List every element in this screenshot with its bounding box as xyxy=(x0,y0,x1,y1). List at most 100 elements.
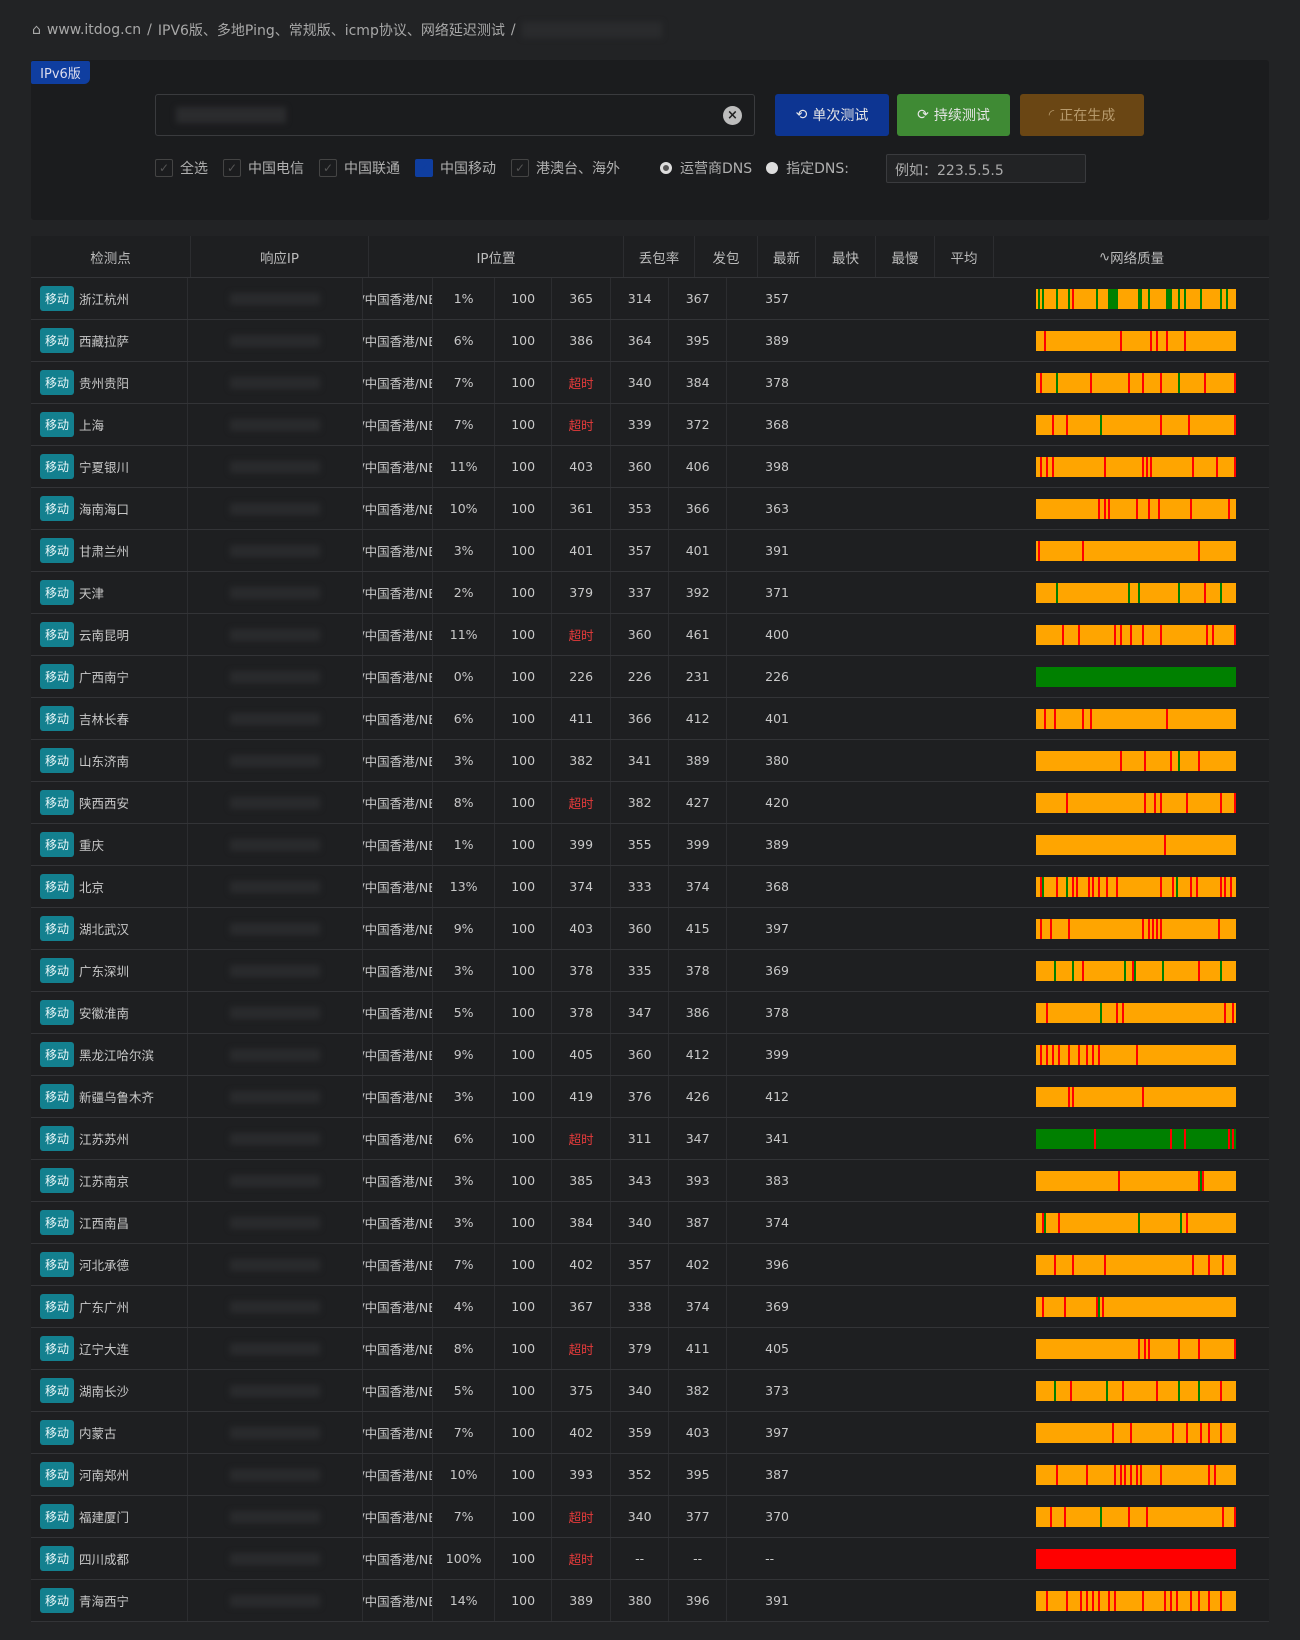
packet-mark xyxy=(1202,960,1205,981)
checkbox-unicom[interactable]: ✓ 中国联通 xyxy=(319,158,400,178)
packet-mark xyxy=(1218,1128,1221,1149)
packet-mark xyxy=(1194,750,1197,771)
custom-dns-input[interactable]: 例如：223.5.5.5 xyxy=(886,154,1086,183)
packet-mark xyxy=(1222,540,1225,561)
packet-mark xyxy=(1152,1296,1155,1317)
refresh-icon: ⟳ xyxy=(917,107,929,123)
packet-mark xyxy=(1098,1548,1101,1569)
packet-mark xyxy=(1234,1128,1237,1149)
single-test-button[interactable]: ⟲ 单次测试 xyxy=(775,94,889,136)
packet-mark xyxy=(1138,1422,1141,1443)
packet-mark xyxy=(1168,1212,1171,1233)
fastest-cell: 337 xyxy=(611,572,670,613)
header-quality[interactable]: ∿ 网络质量 xyxy=(994,236,1269,277)
checkbox-icon[interactable]: ✓ xyxy=(511,159,529,177)
packet-mark xyxy=(1080,792,1083,813)
packet-mark xyxy=(1116,708,1119,729)
packet-mark xyxy=(1222,876,1225,897)
header-sent[interactable]: 发包 xyxy=(695,236,758,277)
packet-mark xyxy=(1054,330,1057,351)
packet-mark xyxy=(1064,1128,1067,1149)
packet-mark xyxy=(1080,1170,1083,1191)
header-latest[interactable]: 最新 xyxy=(758,236,816,277)
slowest-cell: 384 xyxy=(669,362,728,403)
packet-mark xyxy=(1222,1086,1225,1107)
packet-mark xyxy=(1040,1044,1043,1065)
continuous-test-button[interactable]: ⟳ 持续测试 xyxy=(897,94,1010,136)
sent-cell: 100 xyxy=(495,1328,553,1369)
packet-mark xyxy=(1074,1506,1077,1527)
packet-mark xyxy=(1186,1422,1189,1443)
packet-mark xyxy=(1162,876,1165,897)
checkbox-icon[interactable]: ✓ xyxy=(319,159,337,177)
target-input[interactable]: × xyxy=(155,94,755,136)
packet-mark xyxy=(1234,1506,1237,1527)
header-response-ip[interactable]: 响应IP xyxy=(191,236,369,277)
header-slowest[interactable]: 最慢 xyxy=(876,236,935,277)
checkbox-icon[interactable]: ✓ xyxy=(415,159,433,177)
checkbox-overseas[interactable]: ✓ 港澳台、海外 xyxy=(511,158,620,178)
radio-icon[interactable] xyxy=(660,162,672,174)
checkbox-select-all[interactable]: ✓ 全选 xyxy=(155,158,208,178)
packet-mark xyxy=(1168,1548,1171,1569)
header-probe[interactable]: 检测点 xyxy=(31,236,191,277)
radio-icon[interactable] xyxy=(766,162,779,174)
header-average[interactable]: 平均 xyxy=(935,236,994,277)
latest-cell: 382 xyxy=(552,740,612,781)
packet-mark xyxy=(1114,414,1117,435)
close-circle-icon[interactable]: × xyxy=(723,106,742,125)
packet-mark xyxy=(1138,1044,1141,1065)
generating-button[interactable]: ◜ 正在生成 xyxy=(1020,94,1144,136)
sent-cell: 100 xyxy=(495,740,553,781)
packet-mark xyxy=(1130,1254,1133,1275)
packet-mark xyxy=(1132,918,1135,939)
checkbox-mobile[interactable]: ✓ 中国移动 xyxy=(415,158,496,178)
packet-mark xyxy=(1178,834,1181,855)
breadcrumb-page-link[interactable]: IPV6版、多地Ping、常规版、icmp协议、网络延迟测试 xyxy=(157,23,505,39)
header-fastest[interactable]: 最快 xyxy=(816,236,876,277)
packet-mark xyxy=(1112,708,1115,729)
packet-mark xyxy=(1182,288,1185,309)
packet-mark xyxy=(1128,1548,1131,1569)
response-ip-cell xyxy=(188,572,364,613)
ip-location-cell: 中国/中国香港/中国香港/NEAROUTE LI... xyxy=(363,362,434,403)
packet-mark xyxy=(1102,1128,1105,1149)
packet-mark xyxy=(1190,1464,1193,1485)
radio-custom-dns[interactable]: 指定DNS: xyxy=(766,158,849,178)
packet-mark xyxy=(1090,1422,1093,1443)
packet-mark xyxy=(1148,456,1151,477)
packet-mark xyxy=(1220,750,1223,771)
packet-mark xyxy=(1040,1128,1043,1149)
latest-cell: 386 xyxy=(552,320,612,361)
packet-mark xyxy=(1096,414,1099,435)
packet-mark xyxy=(1044,708,1047,729)
probe-cell: 移动 江西南昌 xyxy=(31,1202,189,1243)
checkbox-icon[interactable]: ✓ xyxy=(223,159,241,177)
packet-mark xyxy=(1106,1380,1109,1401)
packet-mark xyxy=(1196,582,1199,603)
packet-mark xyxy=(1062,708,1065,729)
packet-mark xyxy=(1216,750,1219,771)
radio-carrier-dns[interactable]: 运营商DNS xyxy=(660,158,752,178)
packet-mark xyxy=(1232,1548,1235,1569)
loss-rate-cell: 8% xyxy=(433,782,496,823)
header-ip-location[interactable]: IP位置 xyxy=(369,236,624,277)
packet-mark xyxy=(1134,708,1137,729)
packet-mark xyxy=(1074,1590,1077,1611)
packet-mark xyxy=(1202,1422,1205,1443)
packet-mark xyxy=(1078,1380,1081,1401)
header-loss-rate[interactable]: 丢包率 xyxy=(624,236,695,277)
packet-mark xyxy=(1088,1548,1091,1569)
quality-cell xyxy=(998,1076,1269,1117)
packet-mark xyxy=(1038,1086,1041,1107)
checkbox-icon[interactable]: ✓ xyxy=(155,159,173,177)
packet-mark xyxy=(1114,456,1117,477)
packet-mark xyxy=(1176,540,1179,561)
packet-mark xyxy=(1198,834,1201,855)
breadcrumb-home-link[interactable]: www.itdog.cn xyxy=(46,22,142,38)
packet-mark xyxy=(1046,540,1049,561)
packet-mark xyxy=(1094,1170,1097,1191)
packet-mark xyxy=(1066,1212,1069,1233)
checkbox-telecom[interactable]: ✓ 中国电信 xyxy=(223,158,304,178)
